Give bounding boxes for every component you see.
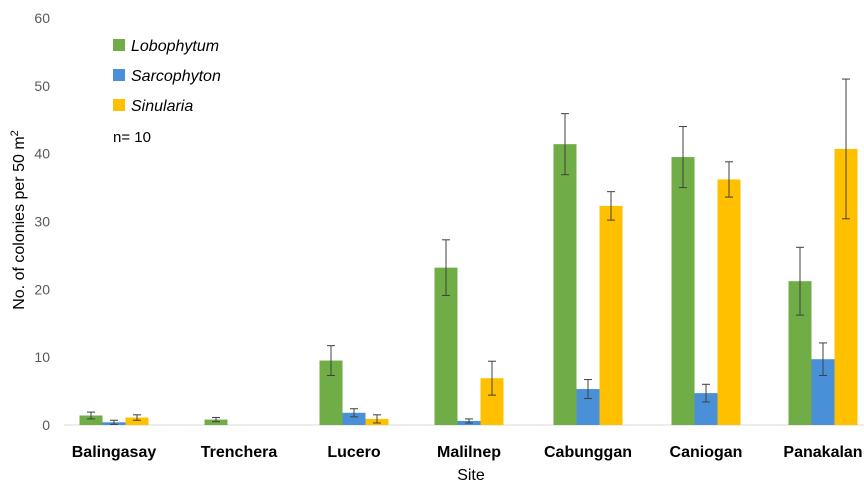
bar-lobophytum-trenchera	[204, 419, 228, 425]
bar-sarcophyton-panakalan	[811, 359, 835, 425]
error-bar-sinularia-malilnep	[488, 360, 496, 396]
error-bar-sinularia-balingasay	[133, 414, 141, 421]
bar-sinularia-cabunggan	[599, 205, 623, 425]
bar-sarcophyton-lucero	[342, 412, 366, 425]
bar-sinularia-panakalan	[834, 148, 858, 425]
bar-lobophytum-malilnep	[434, 267, 458, 425]
error-bars	[87, 78, 850, 425]
error-bar-lobophytum-trenchera	[212, 417, 220, 423]
x-axis-title: Site	[457, 467, 485, 483]
legend-swatch	[113, 69, 125, 81]
y-tick-label: 0	[42, 417, 50, 433]
y-axis: 0 10 20 30 40 50 60	[34, 10, 50, 433]
bar-sinularia-caniogan	[717, 179, 741, 425]
legend-label: Lobophytum	[131, 38, 219, 55]
error-bar-sarcophyton-malilnep	[465, 418, 473, 424]
legend: Lobophytum Sarcophyton Sinularia	[113, 38, 221, 115]
error-bar-sarcophyton-panakalan	[819, 342, 827, 376]
error-bar-lobophytum-lucero	[327, 345, 335, 376]
y-axis-title: No. of colonies per 50 m2	[9, 130, 28, 310]
bars	[79, 144, 858, 426]
x-category-label: Panakalan	[783, 444, 862, 461]
x-category-label: Lucero	[327, 444, 381, 461]
y-tick-label: 60	[34, 10, 50, 26]
bar-sinularia-balingasay	[125, 417, 149, 425]
bar-sinularia-malilnep	[480, 378, 504, 425]
y-axis-title-main: No. of colonies per 50 m	[11, 136, 28, 309]
x-category-label: Malilnep	[437, 444, 501, 461]
bar-sarcophyton-caniogan	[694, 393, 718, 425]
legend-item-lobophytum: Lobophytum	[113, 38, 219, 55]
sample-size-note: n= 10	[113, 129, 151, 146]
legend-swatch	[113, 39, 125, 51]
legend-item-sinularia: Sinularia	[113, 98, 193, 115]
error-bar-sarcophyton-cabunggan	[584, 379, 592, 400]
bar-lobophytum-lucero	[319, 360, 343, 425]
error-bar-lobophytum-panakalan	[796, 246, 804, 316]
bar-sarcophyton-cabunggan	[576, 389, 600, 425]
legend-label: Sarcophyton	[131, 68, 221, 85]
error-bar-sinularia-lucero	[373, 414, 381, 424]
error-bar-sinularia-panakalan	[842, 78, 850, 220]
error-bar-sarcophyton-lucero	[350, 408, 358, 418]
legend-label: Sinularia	[131, 98, 193, 115]
x-category-label: Balingasay	[72, 444, 157, 461]
error-bar-lobophytum-cabunggan	[561, 113, 569, 176]
bar-lobophytum-balingasay	[79, 415, 103, 425]
y-axis-title-superscript: 2	[9, 130, 21, 136]
error-bar-sinularia-caniogan	[725, 161, 733, 198]
error-bar-sarcophyton-balingasay	[110, 419, 118, 425]
legend-item-sarcophyton: Sarcophyton	[113, 68, 221, 85]
bar-lobophytum-panakalan	[788, 281, 812, 425]
y-tick-label: 10	[34, 349, 50, 365]
error-bar-sarcophyton-caniogan	[702, 383, 710, 403]
category-labels: Balingasay Trenchera Lucero Malilnep Cabungg…	[72, 444, 863, 461]
bar-lobophytum-cabunggan	[553, 144, 577, 426]
error-bar-sinularia-cabunggan	[607, 191, 615, 221]
y-tick-label: 30	[34, 214, 50, 230]
y-tick-label: 40	[34, 146, 50, 162]
bar-lobophytum-caniogan	[671, 157, 695, 425]
x-category-label: Trenchera	[201, 444, 278, 461]
legend-swatch	[113, 99, 125, 111]
error-bar-lobophytum-balingasay	[87, 411, 95, 420]
x-category-label: Cabunggan	[544, 444, 632, 461]
y-tick-label: 20	[34, 281, 50, 297]
error-bar-lobophytum-malilnep	[442, 239, 450, 296]
y-tick-label: 50	[34, 78, 50, 94]
x-category-label: Caniogan	[670, 444, 743, 461]
error-bar-lobophytum-caniogan	[679, 126, 687, 189]
